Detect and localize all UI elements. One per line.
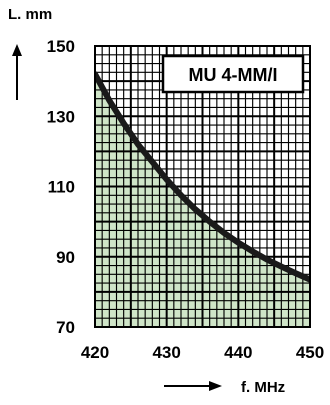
x-tick-labels: 420 430 440 450 <box>81 343 324 362</box>
legend-badge-box <box>161 54 305 94</box>
y-tick-label: 70 <box>56 318 75 337</box>
legend-badge: MU 4-MM/I <box>161 54 305 94</box>
area-under-curve <box>95 74 310 327</box>
y-axis-arrow <box>12 44 22 100</box>
x-tick-label: 440 <box>224 343 252 362</box>
y-tick-labels: 70 90 110 130 150 <box>47 37 75 337</box>
plot-frame <box>94 45 311 328</box>
x-tick-label: 420 <box>81 343 109 362</box>
y-tick-label: 150 <box>47 37 75 56</box>
y-tick-label: 90 <box>56 248 75 267</box>
x-axis-arrow <box>164 381 222 391</box>
y-tick-label: 110 <box>48 178 75 197</box>
y-tick-label: 130 <box>47 107 75 126</box>
y-axis-label: L. mm <box>8 6 52 23</box>
legend-badge-label: MU 4-MM/I <box>189 65 278 85</box>
x-axis-label: f. MHz <box>241 379 285 396</box>
series-line <box>95 71 310 283</box>
x-tick-label: 450 <box>296 343 324 362</box>
x-tick-label: 430 <box>152 343 180 362</box>
